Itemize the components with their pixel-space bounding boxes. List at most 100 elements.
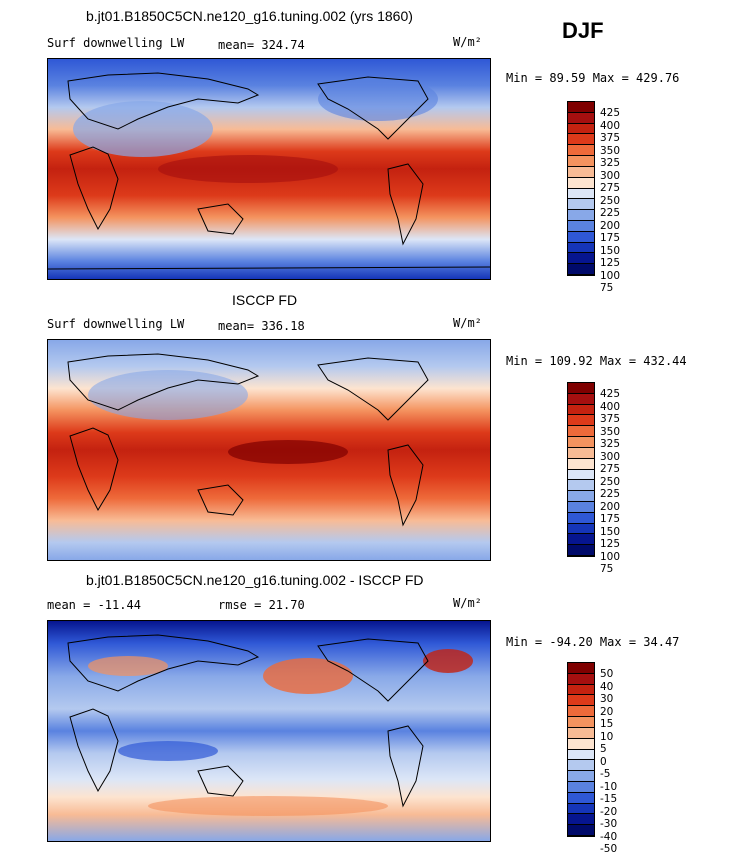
colorbar-swatch [568,393,594,405]
colorbar-swatch [568,156,594,167]
panel-1-title: b.jt01.B1850C5CN.ne120_g16.tuning.002 (y… [86,8,413,24]
panel-1-colorbar-ticks: 425 400 375 350 325 300 275 250 225 200 … [600,107,620,295]
colorbar-tick: 15 [600,718,614,730]
season-label: DJF [562,18,604,43]
colorbar-tick: 150 [600,244,621,257]
colorbar-swatch [568,760,594,772]
colorbar-tick: 250 [600,194,621,207]
colorbar-swatch [568,404,594,416]
panel-1-variable: Surf downwelling LW [47,36,185,50]
colorbar-tick: 425 [600,388,621,400]
colorbar-swatch [568,523,594,535]
panel-2-units: W/m² [453,316,482,330]
colorbar-swatch [568,199,594,211]
colorbar-tick: 20 [600,705,614,718]
colorbar-swatch [568,145,594,157]
colorbar-tick: 275 [600,182,621,194]
panel-1-mean: mean= 324.74 [218,38,305,52]
panel-3-colorbar-ticks: 50 40 30 20 15 10 5 0 -5 -10 -15 -20 -30… [600,668,617,856]
colorbar-tick: 425 [600,107,621,119]
colorbar-swatch [568,242,594,254]
colorbar-swatch [568,695,594,707]
colorbar-swatch [568,231,594,243]
colorbar-swatch [568,177,594,189]
colorbar-swatch [568,814,594,826]
colorbar-tick: 325 [600,438,621,450]
panel-3-colorbar [567,662,595,837]
colorbar-swatch [568,253,594,265]
colorbar-tick: 350 [600,144,621,157]
colorbar-tick: 250 [600,475,621,488]
colorbar-tick: 30 [600,693,614,705]
colorbar-swatch [568,415,594,427]
panel-3-minmax: Min = -94.20 Max = 34.47 [506,635,680,649]
colorbar-tick: 10 [600,730,614,743]
colorbar-tick: 100 [600,269,621,282]
panel-3-mean: mean = -11.44 [47,598,141,612]
colorbar-swatch [568,501,594,513]
colorbar-swatch [568,264,594,275]
colorbar-swatch [568,749,594,761]
colorbar-swatch [568,673,594,685]
colorbar-swatch [568,220,594,232]
colorbar-swatch [568,102,594,113]
colorbar-swatch [568,166,594,178]
colorbar-tick: 375 [600,132,621,144]
colorbar-tick: -5 [600,768,611,780]
colorbar-swatch [568,123,594,135]
panel-3-rmse: rmse = 21.70 [218,598,305,612]
colorbar-tick: 275 [600,463,621,475]
colorbar-swatch [568,426,594,438]
panel-2-variable: Surf downwelling LW [47,317,185,331]
colorbar-tick: -40 [600,830,618,843]
colorbar-swatch [568,825,594,836]
colorbar-swatch [568,706,594,718]
colorbar-tick: 300 [600,450,621,463]
colorbar-swatch [568,545,594,556]
colorbar-tick: 200 [600,219,621,232]
colorbar-tick: 400 [600,119,621,132]
colorbar-swatch [568,458,594,470]
panel-2-colorbar [567,382,595,557]
colorbar-swatch [568,210,594,221]
colorbar-tick: 175 [600,232,621,244]
colorbar-swatch [568,717,594,728]
colorbar-swatch [568,437,594,448]
panel-2-colorbar-ticks: 425 400 375 350 325 300 275 250 225 200 … [600,388,620,576]
colorbar-tick: 225 [600,488,621,500]
colorbar-swatch [568,112,594,124]
panel-3-title: b.jt01.B1850C5CN.ne120_g16.tuning.002 - … [86,572,424,588]
colorbar-tick: 125 [600,538,621,550]
panel-2-minmax: Min = 109.92 Max = 432.44 [506,354,687,368]
colorbar-tick: 125 [600,257,621,269]
colorbar-tick: -20 [600,805,618,818]
colorbar-tick: 75 [600,282,614,294]
colorbar-swatch [568,803,594,815]
colorbar-swatch [568,727,594,739]
colorbar-swatch [568,480,594,492]
colorbar-swatch [568,771,594,782]
colorbar-tick: -50 [600,843,618,855]
colorbar-swatch [568,383,594,394]
panel-1-units: W/m² [453,35,482,49]
colorbar-swatch [568,738,594,750]
panel-1-map [47,58,491,280]
colorbar-tick: 300 [600,169,621,182]
colorbar-swatch [568,134,594,146]
panel-1-colorbar [567,101,595,276]
colorbar-swatch [568,188,594,200]
colorbar-tick: -30 [600,818,618,830]
colorbar-tick: 100 [600,550,621,563]
colorbar-swatch [568,534,594,546]
panel-2-mean: mean= 336.18 [218,319,305,333]
colorbar-tick: 75 [600,563,614,575]
colorbar-tick: -15 [600,793,618,805]
colorbar-swatch [568,491,594,502]
colorbar-swatch [568,792,594,804]
colorbar-tick: 325 [600,157,621,169]
colorbar-swatch [568,684,594,696]
colorbar-swatch [568,781,594,793]
colorbar-tick: 200 [600,500,621,513]
panel-1-minmax: Min = 89.59 Max = 429.76 [506,71,680,85]
colorbar-tick: 40 [600,680,614,693]
